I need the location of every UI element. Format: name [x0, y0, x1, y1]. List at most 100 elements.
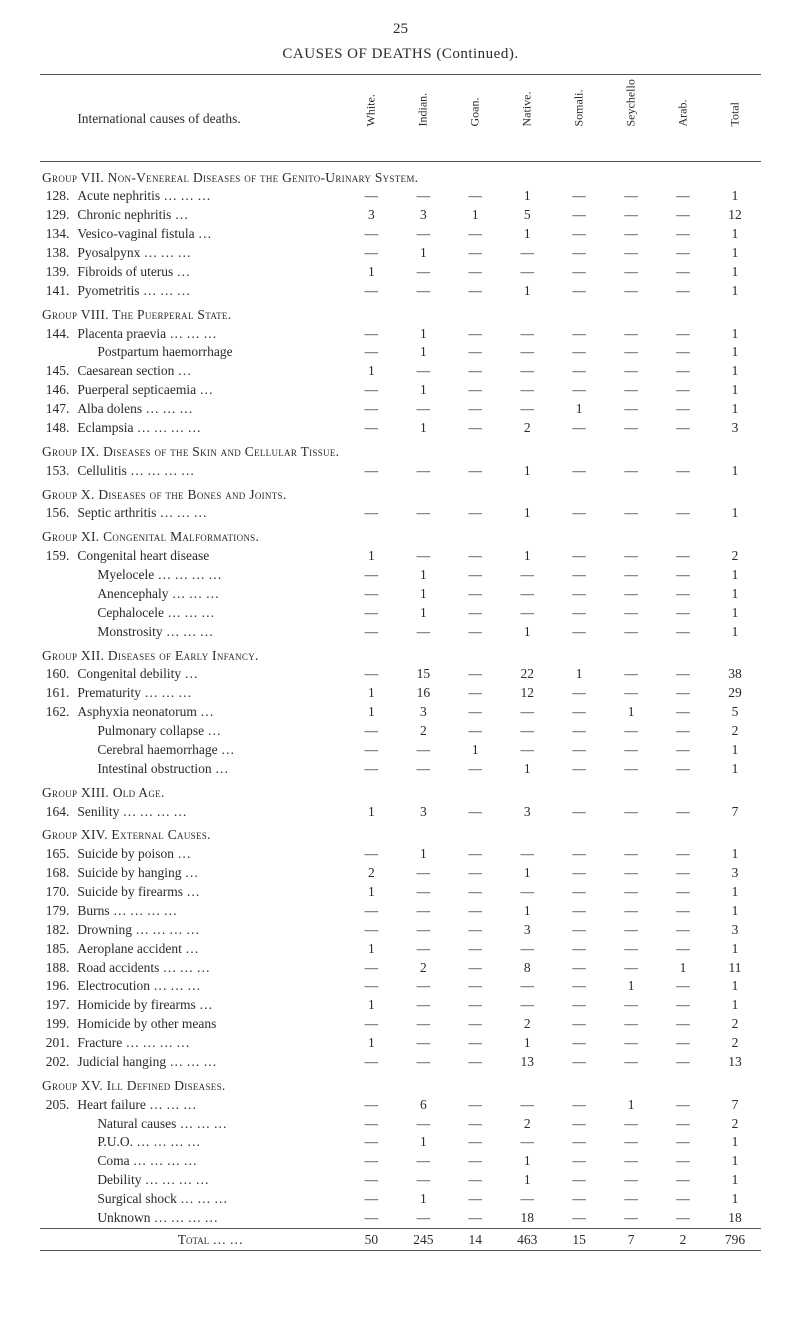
table-row: Natural causes … … …———2———2 [40, 1115, 761, 1134]
cell: 18 [709, 1209, 761, 1228]
cell: 1 [501, 225, 553, 244]
cell: 1 [397, 1133, 449, 1152]
cell: — [345, 665, 397, 684]
cell: 1 [709, 282, 761, 301]
cell: — [553, 1115, 605, 1134]
cell: — [657, 703, 709, 722]
cell: 15 [397, 665, 449, 684]
cell: 16 [397, 684, 449, 703]
row-desc: Pulmonary collapse … [75, 722, 345, 741]
total-cell: 7 [605, 1228, 657, 1250]
row-desc: Alba dolens … … … [75, 400, 345, 419]
cell: — [345, 419, 397, 438]
cell: — [397, 623, 449, 642]
row-num: 168. [40, 864, 75, 883]
cell: — [397, 225, 449, 244]
cell: — [605, 566, 657, 585]
row-num [40, 1152, 75, 1171]
row-num: 199. [40, 1015, 75, 1034]
row-desc: Senility … … … … [75, 803, 345, 822]
table-row: 199.Homicide by other means———2———2 [40, 1015, 761, 1034]
cell: — [657, 343, 709, 362]
cell: 3 [397, 206, 449, 225]
row-num: 164. [40, 803, 75, 822]
cell: — [553, 1152, 605, 1171]
cell: 1 [397, 566, 449, 585]
cell: — [605, 623, 657, 642]
group-title-2: Group IX. Diseases of the Skin and Cellu… [40, 438, 761, 462]
cell: — [397, 741, 449, 760]
cell: — [605, 959, 657, 978]
cell: — [657, 1115, 709, 1134]
cell: — [345, 722, 397, 741]
cell: — [605, 1053, 657, 1072]
row-num: 153. [40, 462, 75, 481]
cell: — [657, 419, 709, 438]
cell: 1 [709, 1190, 761, 1209]
col-head-6: Arab. [657, 79, 709, 162]
row-desc: Unknown … … … … [75, 1209, 345, 1228]
cell: — [605, 263, 657, 282]
cell: 1 [397, 585, 449, 604]
row-num: 145. [40, 362, 75, 381]
cell: 1 [501, 864, 553, 883]
cell: — [657, 996, 709, 1015]
cell: 1 [709, 343, 761, 362]
cell: — [397, 462, 449, 481]
cell: — [345, 282, 397, 301]
row-num: 201. [40, 1034, 75, 1053]
cell: — [449, 1190, 501, 1209]
cell: — [397, 883, 449, 902]
row-num: 196. [40, 977, 75, 996]
cell: — [553, 1096, 605, 1115]
cell: — [449, 1171, 501, 1190]
cell: — [397, 400, 449, 419]
cell: 1 [501, 187, 553, 206]
cell: — [501, 585, 553, 604]
cell: — [605, 845, 657, 864]
cell: 1 [709, 977, 761, 996]
cell: 2 [501, 1015, 553, 1034]
cell: — [345, 977, 397, 996]
cell: — [657, 400, 709, 419]
row-desc: Postpartum haemorrhage [75, 343, 345, 362]
cell: — [397, 977, 449, 996]
cell: — [657, 187, 709, 206]
cell: 1 [501, 1034, 553, 1053]
cell: 3 [397, 803, 449, 822]
cell: — [345, 325, 397, 344]
cell: — [605, 1190, 657, 1209]
cell: — [657, 547, 709, 566]
cell: — [449, 921, 501, 940]
cell: — [657, 845, 709, 864]
cell: — [553, 206, 605, 225]
cell: — [657, 864, 709, 883]
cell: — [345, 604, 397, 623]
cell: 1 [709, 244, 761, 263]
group-title-5: Group XII. Diseases of Early Infancy. [40, 642, 761, 666]
cell: 1 [709, 741, 761, 760]
cell: — [501, 400, 553, 419]
cell: — [657, 1096, 709, 1115]
cell: — [605, 547, 657, 566]
table-row: Cerebral haemorrhage …——1————1 [40, 741, 761, 760]
group-title-3: Group X. Diseases of the Bones and Joint… [40, 481, 761, 505]
cell: 1 [397, 343, 449, 362]
cell: 1 [501, 282, 553, 301]
row-desc: Coma … … … … [75, 1152, 345, 1171]
row-desc: Fracture … … … … [75, 1034, 345, 1053]
cell: — [449, 566, 501, 585]
cell: — [449, 244, 501, 263]
cell: 5 [501, 206, 553, 225]
cell: — [553, 703, 605, 722]
cell: — [657, 381, 709, 400]
cell: — [345, 1053, 397, 1072]
table-row: 134.Vesico-vaginal fistula …———1———1 [40, 225, 761, 244]
cell: — [605, 400, 657, 419]
cell: — [345, 381, 397, 400]
cell: — [657, 921, 709, 940]
table-row: 139.Fibroids of uterus …1——————1 [40, 263, 761, 282]
cell: — [449, 419, 501, 438]
cell: — [605, 362, 657, 381]
col-head-1: Indian. [397, 79, 449, 162]
